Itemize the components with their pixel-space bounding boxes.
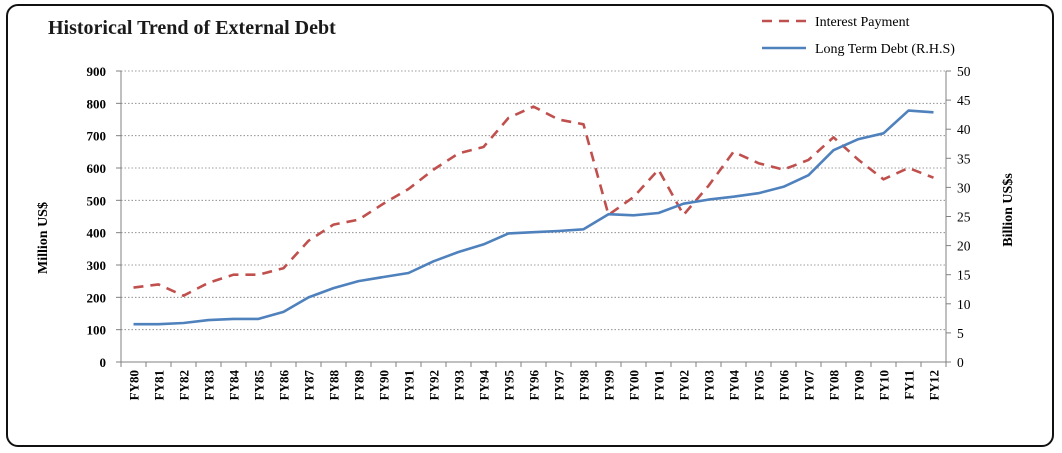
right-tick-label: 30 [957,180,971,195]
x-tick-label: FY96 [527,370,542,401]
x-tick-label: FY86 [277,370,292,401]
x-tick-label: FY93 [452,370,467,401]
left-tick-label: 200 [87,290,107,305]
left-tick-label: 800 [87,96,107,111]
x-tick-label: FY87 [302,370,317,401]
right-tick-label: 40 [957,122,971,137]
left-axis-label: Million US$ [36,202,51,274]
legend-label-long-term-debt: Long Term Debt (R.H.S) [815,42,955,57]
series-line-long-term-debt [133,109,934,326]
left-tick-label: 600 [87,161,107,176]
x-tick-label: FY11 [902,370,917,400]
right-tick-label: 35 [957,151,971,166]
x-tick-label: FY97 [552,370,567,401]
left-tick-label: 500 [87,193,107,208]
left-tick-label: 900 [87,64,107,79]
x-tick-label: FY88 [327,370,342,401]
right-tick-label: 45 [957,93,971,108]
x-tick-label: FY09 [852,370,867,401]
x-tick-label: FY91 [402,370,417,400]
x-tick-label: FY01 [652,370,667,400]
x-tick-label: FY92 [427,370,442,400]
x-tick-label: FY80 [127,370,142,400]
right-tick-label: 0 [957,355,964,370]
chart-title: Historical Trend of External Debt [48,17,336,39]
left-tick-label: 700 [87,129,107,144]
right-tick-label: 5 [957,326,964,341]
series-line-interest-payment [133,105,934,298]
legend-label-interest-payment: Interest Payment [815,15,910,30]
x-tick-label: FY90 [377,370,392,400]
left-tick-label: 400 [87,226,107,241]
x-tick-label: FY00 [627,370,642,400]
x-tick-label: FY04 [727,370,742,401]
gridlines [121,70,946,331]
x-tick-label: FY06 [777,370,792,401]
x-tick-label: FY94 [477,370,492,401]
x-tick-label: FY85 [252,370,267,401]
left-axis-ticks: 0 100 200 300 400 500 600 700 800 900 [87,64,121,370]
x-tick-label: FY02 [677,370,692,400]
series-lines [133,105,934,326]
x-tick-label: FY12 [927,370,942,400]
left-tick-label: 100 [87,323,107,338]
x-tick-label: FY83 [202,370,217,401]
right-tick-label: 50 [957,64,971,79]
x-tick-label: FY03 [702,370,717,401]
right-axis-ticks: 0 5 10 15 20 25 30 35 40 45 50 [946,64,971,370]
x-tick-label: FY89 [352,370,367,401]
chart-frame [6,4,1054,447]
right-tick-label: 10 [957,297,971,312]
x-tick-label: FY05 [752,370,767,401]
right-tick-label: 25 [957,210,971,225]
legend: Interest Payment Long Term Debt (R.H.S) [762,15,955,57]
x-tick-label: FY84 [227,370,242,401]
x-tick-label: FY10 [877,370,892,400]
x-axis-ticks: FY80 FY81 FY82 FY83 FY84 FY85 FY86 FY87 FY88 FY89… [120,362,947,401]
x-tick-label: FY81 [152,370,167,400]
x-tick-label: FY82 [177,370,192,400]
left-tick-label: 0 [100,355,107,370]
left-tick-label: 300 [87,258,107,273]
right-tick-label: 20 [957,239,971,254]
right-axis-label: Billion US$s [1001,173,1016,247]
x-tick-label: FY08 [827,370,842,401]
x-tick-label: FY07 [802,370,817,401]
x-tick-label: FY98 [577,370,592,401]
x-tick-label: FY99 [602,370,617,401]
x-tick-label: FY95 [502,370,517,401]
right-tick-label: 15 [957,268,971,283]
